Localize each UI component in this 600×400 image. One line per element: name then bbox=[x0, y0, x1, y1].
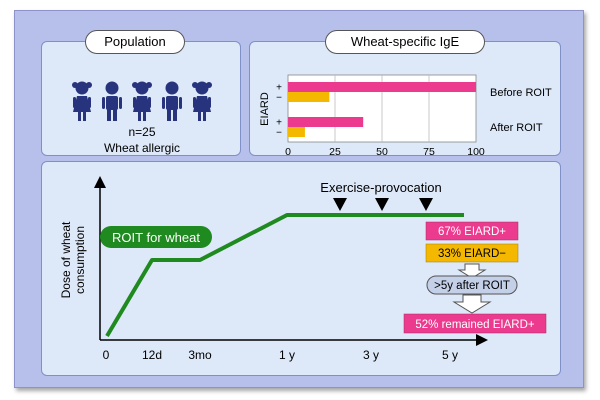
time-tick-label: 3 y bbox=[363, 348, 379, 362]
ige-group-label: After ROIT bbox=[490, 122, 543, 134]
after-roit-box bbox=[426, 275, 518, 295]
time-tick-label: 3mo bbox=[188, 348, 212, 362]
population-title: Population bbox=[85, 30, 185, 54]
time-tick-label: 1 y bbox=[279, 348, 295, 362]
time-tick-label: 0 bbox=[103, 348, 110, 362]
population-figure: n=25 Wheat allergic bbox=[72, 81, 212, 155]
ige-bar-plus bbox=[288, 82, 476, 92]
eiard-minus-box bbox=[425, 243, 519, 263]
eiard-plus-box bbox=[425, 221, 519, 241]
down-arrow-2 bbox=[452, 294, 492, 314]
ige-title: Wheat-specific IgE bbox=[325, 30, 485, 54]
boy-icon bbox=[162, 81, 182, 121]
ige-bar-minus bbox=[288, 127, 305, 137]
time-tick-label: 5 y bbox=[442, 348, 458, 362]
timeline-panel: Dose of wheat consumption ROIT for wheat… bbox=[41, 161, 561, 376]
eiard-plus-label: 67% EIARD+ bbox=[438, 226, 506, 238]
population-panel: n=25 Wheat allergic bbox=[41, 41, 241, 156]
ige-sign-plus: + bbox=[276, 118, 282, 129]
provocation-marker-1 bbox=[333, 198, 347, 211]
provocation-marker-3 bbox=[419, 198, 433, 211]
ige-sign-minus: − bbox=[276, 128, 282, 139]
ige-bar-plus bbox=[288, 117, 364, 127]
timeline-diagram: Dose of wheat consumption ROIT for wheat… bbox=[59, 176, 547, 362]
provocation-label: Exercise-provocation bbox=[320, 180, 441, 195]
population-description: Wheat allergic bbox=[104, 141, 180, 155]
girl-icon bbox=[192, 81, 212, 121]
provocation-marker-2 bbox=[375, 198, 389, 211]
ige-panel: EIARD 0 25 50 75 100 + − + − Before ROIT After R… bbox=[249, 41, 561, 157]
dose-curve bbox=[105, 213, 464, 338]
figure-frame: n=25 Wheat allergic Population EIARD 0 25… bbox=[14, 10, 584, 388]
remained-label: 52% remained EIARD+ bbox=[415, 319, 534, 331]
dose-axis-label-line2: consumption bbox=[73, 226, 87, 294]
ige-sign-plus: + bbox=[276, 83, 282, 94]
girl-icon bbox=[72, 81, 92, 121]
eiard-minus-label: 33% EIARD− bbox=[438, 248, 506, 260]
ige-sign-minus: − bbox=[276, 93, 282, 104]
roit-label: ROIT for wheat bbox=[112, 230, 200, 245]
boy-icon bbox=[102, 81, 122, 121]
ige-bar-minus bbox=[288, 92, 330, 102]
ige-tick-label: 50 bbox=[376, 146, 388, 157]
after-roit-label: >5y after ROIT bbox=[434, 280, 510, 292]
roit-label-box bbox=[100, 226, 212, 248]
girl-icon bbox=[132, 81, 152, 121]
down-arrow-1 bbox=[457, 263, 487, 279]
ige-tick-label: 25 bbox=[329, 146, 341, 157]
time-tick-label: 12d bbox=[142, 348, 162, 362]
ige-y-axis-label: EIARD bbox=[259, 92, 271, 126]
ige-group-label: Before ROIT bbox=[490, 87, 552, 99]
population-count: n=25 bbox=[128, 125, 155, 139]
ige-tick-label: 0 bbox=[285, 146, 291, 157]
ige-tick-label: 75 bbox=[423, 146, 435, 157]
remained-box bbox=[403, 313, 547, 334]
ige-tick-label: 100 bbox=[467, 146, 485, 157]
dose-axis-label-line1: Dose of wheat bbox=[59, 221, 73, 298]
